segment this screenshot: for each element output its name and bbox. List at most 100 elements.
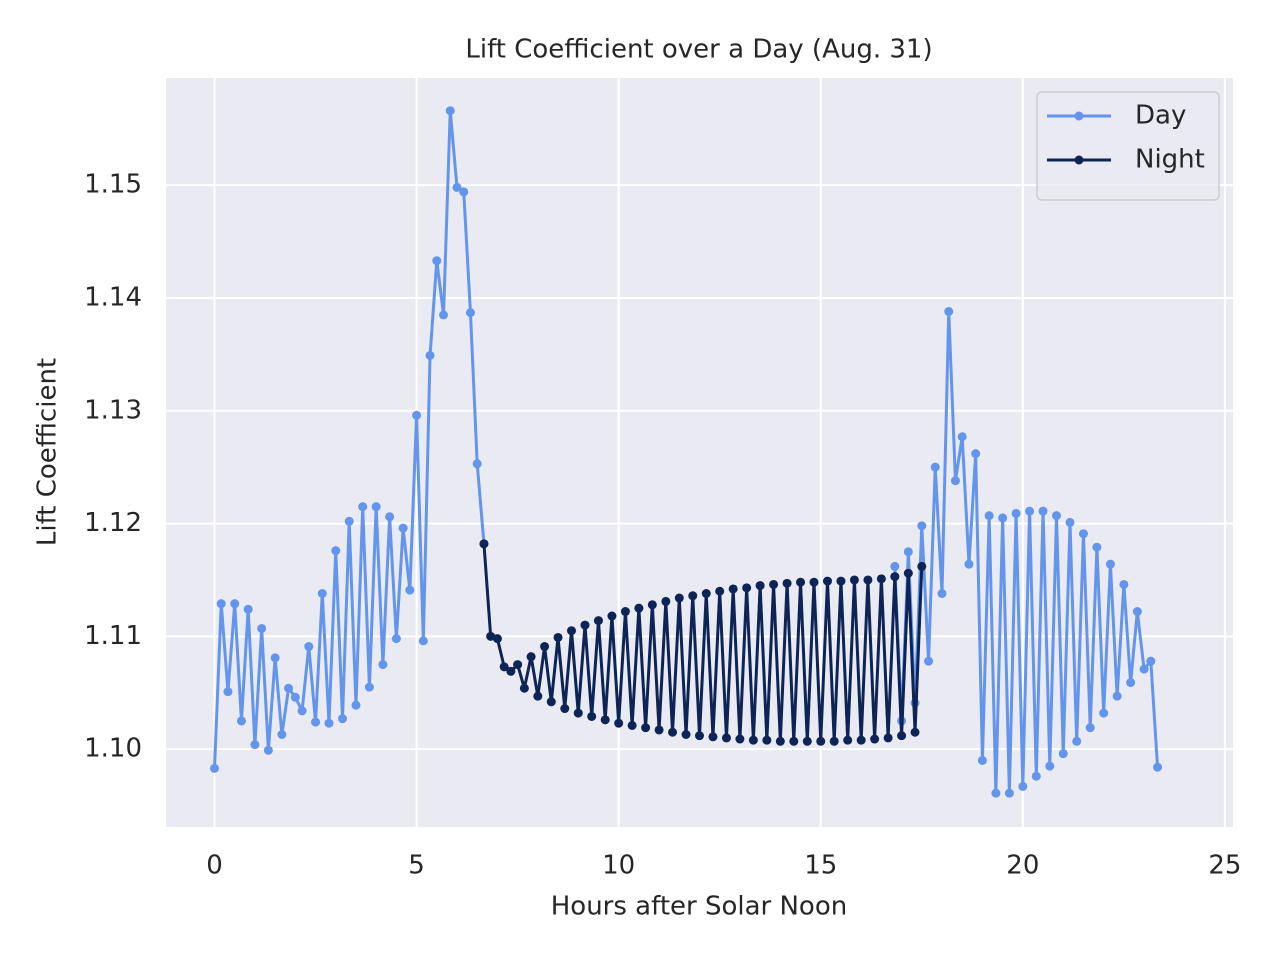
point [1072, 736, 1082, 746]
point [816, 736, 826, 746]
point [560, 704, 570, 714]
point [1099, 708, 1109, 718]
point [331, 546, 341, 556]
point [277, 730, 287, 740]
point [513, 660, 523, 670]
point [472, 459, 482, 469]
point [634, 603, 644, 613]
point [324, 718, 334, 728]
point [883, 733, 893, 743]
y-tick-label: 1.13 [84, 395, 142, 425]
point [432, 256, 442, 266]
y-tick-label: 1.14 [84, 282, 142, 312]
point [681, 730, 691, 740]
point [506, 666, 516, 676]
point [762, 735, 772, 745]
point [304, 642, 314, 652]
point [998, 513, 1008, 523]
point [600, 715, 610, 725]
point [398, 523, 408, 533]
point [910, 727, 920, 737]
point [701, 589, 711, 599]
point [863, 575, 873, 585]
point [755, 581, 765, 591]
point [385, 512, 395, 522]
point [290, 692, 300, 702]
point [1025, 506, 1035, 516]
x-tick-label: 25 [1208, 851, 1241, 881]
point [1119, 579, 1129, 589]
point [1018, 781, 1028, 791]
point [917, 561, 927, 571]
point [849, 575, 859, 585]
point [418, 636, 428, 646]
point [546, 697, 556, 707]
point [796, 577, 806, 587]
x-tick-label: 20 [1006, 851, 1039, 881]
point [782, 578, 792, 588]
point [809, 577, 819, 587]
x-tick-label: 0 [206, 851, 223, 881]
y-tick-label: 1.10 [84, 734, 142, 764]
point [856, 735, 866, 745]
point [230, 599, 240, 609]
point [870, 734, 880, 744]
point [742, 583, 752, 593]
point [903, 568, 913, 578]
point [876, 574, 886, 584]
point [802, 736, 812, 746]
point [236, 716, 246, 726]
point [620, 607, 630, 617]
point [991, 788, 1001, 798]
legend: Day Night [1036, 91, 1220, 201]
x-axis-label: Hours after Solar Noon [551, 892, 847, 922]
point [924, 656, 934, 666]
point [405, 585, 415, 595]
point [492, 634, 502, 644]
point [654, 725, 664, 735]
point [459, 187, 469, 197]
point [775, 736, 785, 746]
point [688, 591, 698, 601]
point [769, 579, 779, 589]
point [977, 755, 987, 765]
point [1126, 678, 1136, 688]
point [317, 589, 327, 599]
point [1065, 517, 1075, 527]
point [1031, 771, 1041, 781]
point [587, 711, 597, 721]
point [1058, 749, 1068, 759]
point [1038, 506, 1048, 516]
point [1139, 664, 1149, 674]
point [371, 502, 381, 512]
point [668, 727, 678, 737]
point [984, 511, 994, 521]
point [391, 634, 401, 644]
point [930, 462, 940, 472]
point [721, 733, 731, 743]
point [903, 547, 913, 557]
point [957, 432, 967, 442]
point [593, 616, 603, 626]
point [836, 576, 846, 586]
legend-label: Night [1135, 145, 1205, 175]
point [425, 350, 435, 360]
point [950, 476, 960, 486]
point [1078, 529, 1088, 539]
point [526, 652, 536, 662]
point [479, 539, 489, 549]
point [829, 736, 839, 746]
point [223, 687, 233, 697]
point [647, 600, 657, 610]
point [822, 576, 832, 586]
x-tick-label: 5 [408, 851, 425, 881]
point [243, 604, 253, 614]
point [216, 599, 226, 609]
point [890, 572, 900, 582]
x-tick-label: 15 [804, 851, 837, 881]
point [257, 623, 267, 633]
point [1153, 762, 1163, 772]
point [263, 745, 273, 755]
